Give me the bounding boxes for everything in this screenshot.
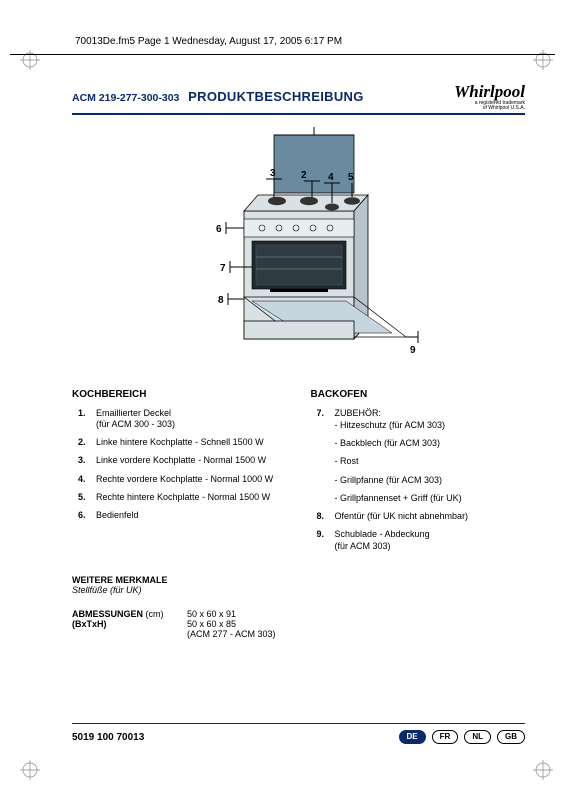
dims-val2-note: (ACM 277 - ACM 303) bbox=[187, 629, 276, 639]
crop-mark-top-right bbox=[533, 50, 553, 70]
features-text: Stellfüße (für UK) bbox=[72, 585, 525, 595]
features-heading: WEITERE MERKMALE bbox=[72, 575, 525, 585]
dims-label2: (BxTxH) bbox=[72, 619, 187, 639]
item-text: Schublade - Abdeckung bbox=[335, 529, 430, 539]
item-number: 8. bbox=[317, 511, 325, 522]
lang-badge-fr: FR bbox=[432, 730, 459, 744]
list-item: 9.Schublade - Abdeckung(für ACM 303) bbox=[335, 529, 526, 552]
svg-text:4: 4 bbox=[328, 172, 334, 183]
features-block: WEITERE MERKMALE Stellfüße (für UK) bbox=[72, 575, 525, 595]
svg-text:6: 6 bbox=[216, 224, 222, 235]
item-text: Ofentür (für UK nicht abnehmbar) bbox=[335, 511, 469, 521]
item-subtext: (für ACM 300 - 303) bbox=[96, 419, 175, 429]
dims-label1: ABMESSUNGEN bbox=[72, 609, 143, 619]
item-text: Rechte vordere Kochplatte - Normal 1000 … bbox=[96, 474, 273, 484]
footer-rule bbox=[72, 723, 525, 725]
list-item: 8.Ofentür (für UK nicht abnehmbar) bbox=[335, 511, 526, 522]
svg-text:7: 7 bbox=[220, 263, 226, 274]
list-item: 2.Linke hintere Kochplatte - Schnell 150… bbox=[96, 437, 287, 448]
item-text: Emaillierter Deckel bbox=[96, 408, 171, 418]
dims-val2: 50 x 60 x 85 bbox=[187, 619, 276, 629]
title-line: ACM 219-277-300-303 PRODUKTBESCHREIBUNG … bbox=[72, 82, 525, 111]
lang-badge-nl: NL bbox=[464, 730, 491, 744]
lang-badge-de: DE bbox=[399, 730, 426, 744]
sub-list-item: Grillpfannenset + Griff (für UK) bbox=[335, 493, 526, 504]
item-number: 2. bbox=[78, 437, 86, 448]
left-list: 1.Emaillierter Deckel(für ACM 300 - 303)… bbox=[72, 408, 287, 522]
svg-text:5: 5 bbox=[348, 172, 354, 183]
svg-text:8: 8 bbox=[218, 295, 224, 306]
svg-text:3: 3 bbox=[270, 168, 276, 179]
title-rule bbox=[72, 113, 525, 115]
item-text: Rechte hintere Kochplatte - Normal 1500 … bbox=[96, 492, 270, 502]
sub-list-item: Hitzeschutz (für ACM 303) bbox=[335, 420, 526, 431]
product-diagram: 1 3 2 4 5 6 7 8 9 bbox=[174, 127, 424, 377]
item-subtext: (für ACM 303) bbox=[335, 541, 391, 551]
list-item: 3.Linke vordere Kochplatte - Normal 1500… bbox=[96, 455, 287, 466]
item-number: 5. bbox=[78, 492, 86, 503]
item-number: 9. bbox=[317, 529, 325, 540]
left-col-heading: KOCHBEREICH bbox=[72, 389, 287, 400]
item-number: 7. bbox=[317, 408, 325, 419]
list-item: 4.Rechte vordere Kochplatte - Normal 100… bbox=[96, 474, 287, 485]
list-item: 7.ZUBEHÖR:Hitzeschutz (für ACM 303)Backb… bbox=[335, 408, 526, 505]
model-range: ACM 219-277-300-303 bbox=[72, 92, 179, 104]
dims-unit: (cm) bbox=[146, 609, 164, 619]
hairline-top bbox=[10, 54, 555, 55]
part-number: 5019 100 70013 bbox=[72, 732, 144, 743]
sub-list-item: Rost bbox=[335, 456, 526, 467]
item-text: Bedienfeld bbox=[96, 510, 139, 520]
language-badges: DE FR NL GB bbox=[399, 730, 525, 744]
list-item: 6.Bedienfeld bbox=[96, 510, 287, 521]
svg-text:2: 2 bbox=[301, 170, 307, 181]
item-number: 3. bbox=[78, 455, 86, 466]
list-item: 1.Emaillierter Deckel(für ACM 300 - 303) bbox=[96, 408, 287, 431]
dimensions-block: ABMESSUNGEN (cm) 50 x 60 x 91 (BxTxH) 50… bbox=[72, 609, 525, 639]
item-text: Linke hintere Kochplatte - Schnell 1500 … bbox=[96, 437, 264, 447]
right-list: 7. ZUBEHÖR: Hitzeschutz (für ACM 303) Backb… bbox=[311, 408, 526, 552]
crop-mark-bottom-left bbox=[20, 760, 40, 780]
svg-text:9: 9 bbox=[410, 345, 416, 356]
right-col-heading: BACKOFEN bbox=[311, 389, 526, 400]
title-description: PRODUKTBESCHREIBUNG bbox=[188, 89, 363, 104]
item-text: Linke vordere Kochplatte - Normal 1500 W bbox=[96, 455, 266, 465]
lang-badge-gb: GB bbox=[497, 730, 525, 744]
crop-mark-bottom-right bbox=[533, 760, 553, 780]
dims-val1: 50 x 60 x 91 bbox=[187, 609, 236, 619]
item-number: 1. bbox=[78, 408, 86, 419]
sub-list-item: Backblech (für ACM 303) bbox=[335, 438, 526, 449]
page-meta: 70013De.fm5 Page 1 Wednesday, August 17,… bbox=[75, 36, 342, 47]
item-number: 6. bbox=[78, 510, 86, 521]
item-text: ZUBEHÖR: bbox=[335, 408, 382, 418]
crop-mark-top-left bbox=[20, 50, 40, 70]
brand-logo: Whirlpool a registered trademarkof Whirl… bbox=[454, 82, 525, 111]
sub-list: Hitzeschutz (für ACM 303) Backblech (für … bbox=[335, 420, 526, 504]
item-number: 4. bbox=[78, 474, 86, 485]
sub-list-item: Grillpfanne (für ACM 303) bbox=[335, 475, 526, 486]
list-item: 5.Rechte hintere Kochplatte - Normal 150… bbox=[96, 492, 287, 503]
